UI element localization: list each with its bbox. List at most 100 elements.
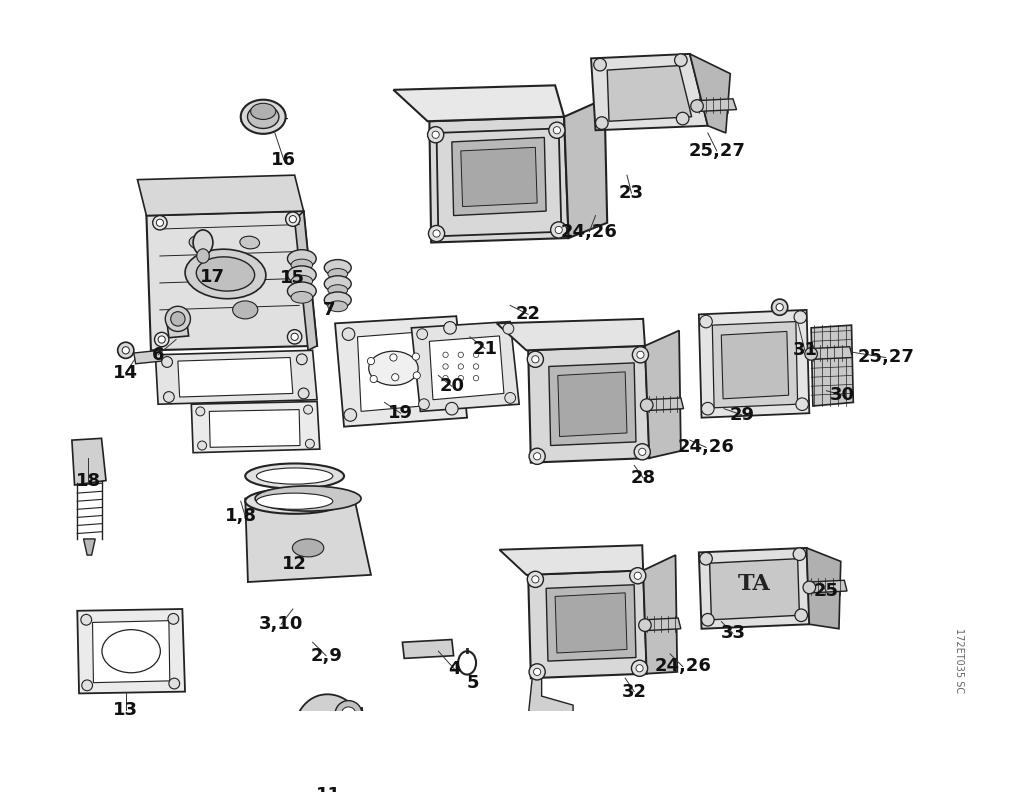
- Polygon shape: [647, 398, 684, 410]
- Polygon shape: [137, 175, 303, 215]
- Circle shape: [342, 757, 382, 792]
- Circle shape: [298, 388, 309, 399]
- Circle shape: [776, 303, 783, 310]
- Circle shape: [390, 354, 397, 361]
- Circle shape: [155, 333, 169, 347]
- Polygon shape: [344, 708, 371, 775]
- Ellipse shape: [256, 493, 333, 509]
- Text: 33: 33: [721, 624, 745, 642]
- Polygon shape: [811, 326, 853, 406]
- Text: 15: 15: [281, 269, 305, 287]
- Polygon shape: [721, 331, 788, 399]
- Text: 13: 13: [114, 701, 138, 718]
- Circle shape: [368, 357, 375, 364]
- Ellipse shape: [328, 268, 347, 280]
- Ellipse shape: [102, 630, 161, 672]
- Polygon shape: [697, 99, 736, 112]
- Circle shape: [122, 347, 129, 354]
- Polygon shape: [335, 316, 467, 427]
- Text: 28: 28: [631, 469, 655, 487]
- Polygon shape: [393, 86, 564, 121]
- Ellipse shape: [325, 292, 351, 308]
- Circle shape: [351, 766, 373, 788]
- Ellipse shape: [251, 103, 275, 120]
- Circle shape: [296, 354, 307, 364]
- Polygon shape: [412, 322, 519, 411]
- Circle shape: [344, 409, 356, 421]
- Text: 4: 4: [449, 661, 461, 678]
- Circle shape: [286, 212, 300, 227]
- Polygon shape: [591, 54, 708, 130]
- Circle shape: [805, 348, 817, 360]
- Text: 30: 30: [830, 386, 855, 404]
- Circle shape: [772, 299, 787, 315]
- Polygon shape: [452, 138, 546, 215]
- Text: 19: 19: [388, 404, 413, 422]
- Text: 17: 17: [200, 268, 224, 286]
- Polygon shape: [698, 548, 809, 629]
- Circle shape: [171, 312, 185, 326]
- Polygon shape: [209, 409, 300, 447]
- Circle shape: [803, 581, 815, 594]
- Polygon shape: [72, 438, 106, 485]
- Circle shape: [527, 351, 544, 367]
- Text: 1,8: 1,8: [224, 508, 257, 525]
- Polygon shape: [809, 581, 847, 593]
- Circle shape: [445, 402, 458, 415]
- Circle shape: [636, 664, 643, 672]
- Circle shape: [164, 391, 174, 402]
- Circle shape: [428, 226, 444, 242]
- Circle shape: [529, 448, 545, 464]
- Circle shape: [529, 664, 545, 680]
- Circle shape: [168, 614, 179, 624]
- Circle shape: [677, 112, 689, 125]
- Text: 6: 6: [152, 346, 164, 364]
- Circle shape: [531, 356, 539, 363]
- Text: 3,10: 3,10: [259, 615, 303, 634]
- Text: 7: 7: [323, 301, 335, 319]
- Ellipse shape: [325, 276, 351, 292]
- Circle shape: [443, 322, 457, 334]
- Polygon shape: [167, 322, 188, 337]
- Ellipse shape: [241, 100, 286, 134]
- Circle shape: [633, 347, 648, 363]
- Circle shape: [796, 398, 808, 410]
- Polygon shape: [645, 618, 681, 630]
- Circle shape: [527, 571, 544, 588]
- Text: 18: 18: [76, 471, 100, 489]
- Circle shape: [428, 127, 443, 143]
- Circle shape: [82, 680, 92, 691]
- Circle shape: [419, 399, 429, 409]
- Text: TA: TA: [738, 573, 771, 595]
- Polygon shape: [528, 570, 647, 678]
- Polygon shape: [77, 609, 185, 694]
- Ellipse shape: [255, 486, 361, 511]
- Polygon shape: [134, 350, 162, 364]
- Ellipse shape: [197, 257, 255, 291]
- Circle shape: [288, 329, 302, 344]
- Circle shape: [391, 374, 398, 381]
- Ellipse shape: [325, 260, 351, 276]
- Polygon shape: [402, 639, 454, 658]
- Text: 24,26: 24,26: [654, 657, 711, 676]
- Circle shape: [630, 568, 646, 584]
- Text: 20: 20: [439, 377, 464, 395]
- Ellipse shape: [189, 235, 212, 249]
- Ellipse shape: [256, 468, 333, 484]
- Circle shape: [303, 405, 312, 414]
- Circle shape: [118, 342, 134, 359]
- Circle shape: [432, 131, 439, 139]
- Circle shape: [473, 352, 479, 357]
- Ellipse shape: [240, 236, 259, 249]
- Circle shape: [442, 352, 449, 357]
- Circle shape: [596, 116, 608, 129]
- Polygon shape: [528, 674, 573, 717]
- Circle shape: [473, 375, 479, 381]
- Circle shape: [534, 668, 541, 676]
- Circle shape: [675, 54, 687, 67]
- Text: 5: 5: [466, 674, 479, 691]
- Circle shape: [699, 552, 713, 565]
- Circle shape: [417, 329, 428, 340]
- Text: 25,27: 25,27: [688, 142, 745, 160]
- Text: 2,9: 2,9: [310, 647, 342, 664]
